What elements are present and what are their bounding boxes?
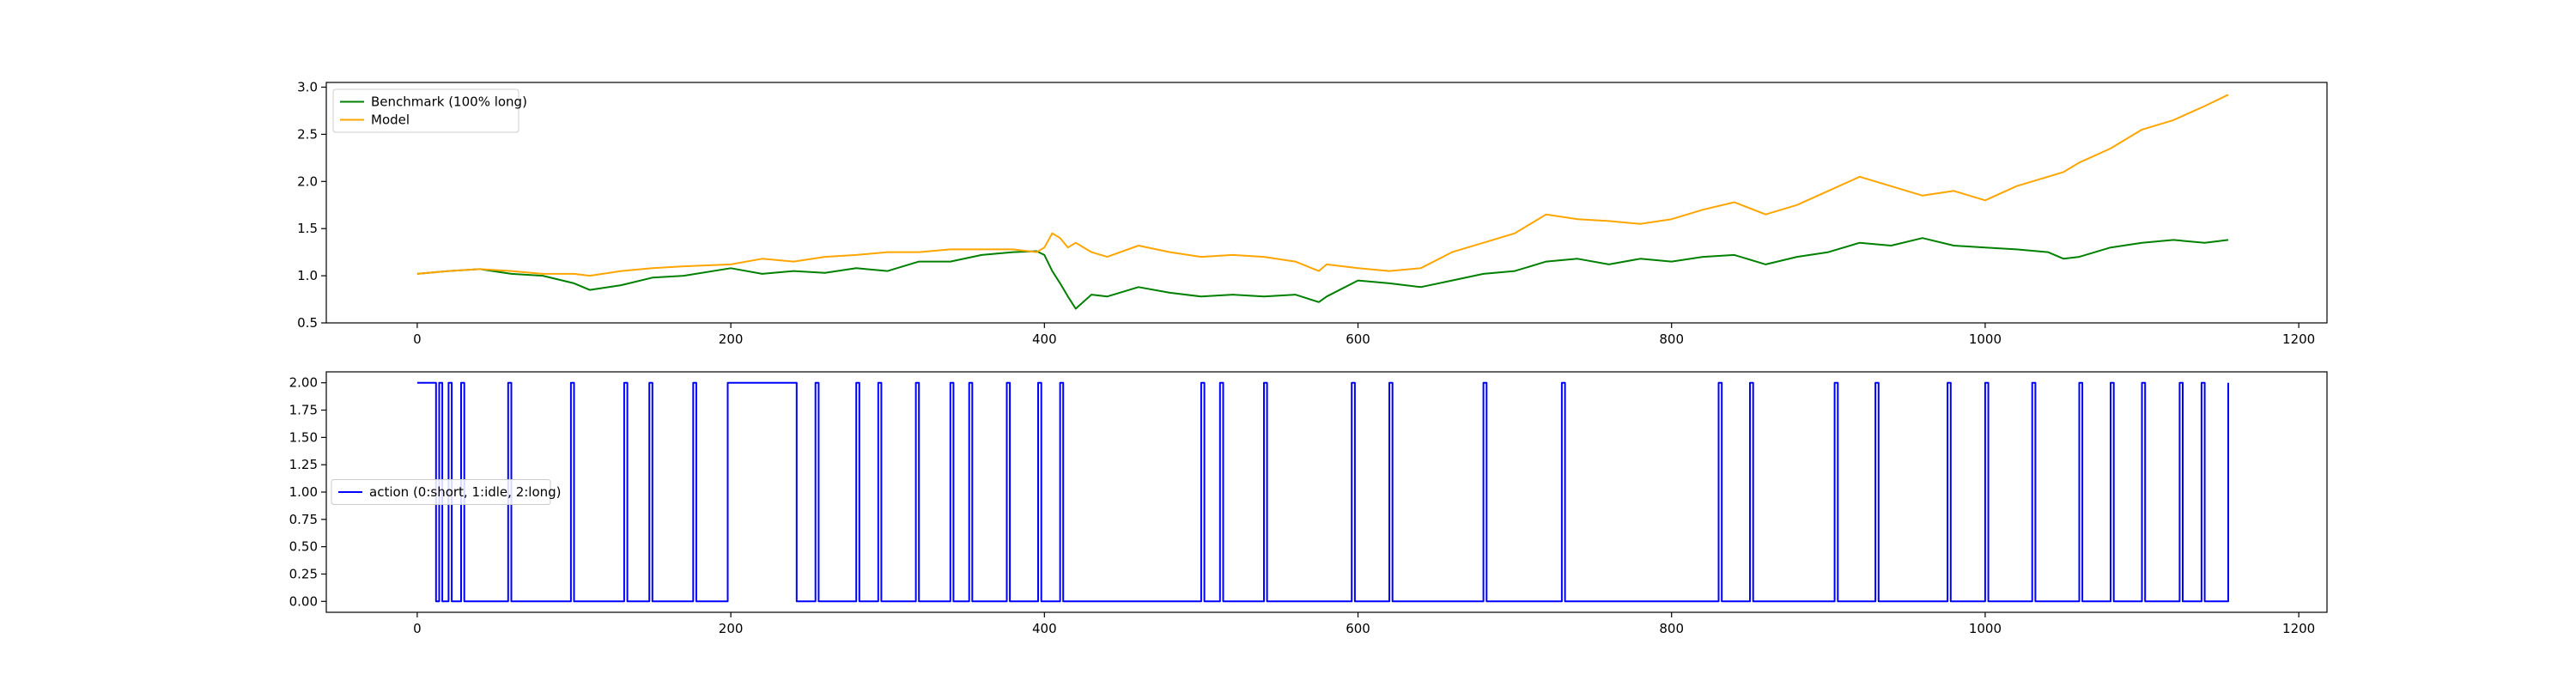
x-tick-label: 800 [1659,331,1684,347]
legend: Benchmark (100% long) Model [332,88,527,133]
x-tick-label: 0 [413,331,422,347]
y-tick-label: 0.50 [289,539,318,555]
plot-area-frame [325,82,2328,324]
y-tick-label: 2.0 [297,173,318,189]
x-tick-label: 0 [413,621,422,636]
legend: action (0:short, 1:idle, 2:long) [331,479,562,505]
legend-entry-label: Model [371,112,410,128]
bottom-chart-panel: 0 200 400 600 800 1000 1200 0.00 0.25 0.50 0.75 1.0… [289,371,2328,636]
x-tick-label: 200 [719,331,744,347]
x-tick-label: 400 [1032,621,1057,636]
y-tick-label: 1.0 [297,268,318,283]
x-tick-label: 600 [1346,331,1370,347]
legend-entry-label: Benchmark (100% long) [371,94,527,110]
x-tick-label: 1000 [1969,331,2002,347]
x-tick-label: 800 [1659,621,1684,636]
y-tick-label: 1.00 [289,484,318,500]
y-tick-label: 0.00 [289,593,318,609]
x-tick-label: 600 [1346,621,1370,636]
y-tick-label: 2.5 [297,126,318,142]
y-tick-label: 1.75 [289,403,318,418]
top-chart-panel: 0 200 400 600 800 1000 1200 0.5 1.0 1.5 2.0 2.5 3.0 B… [297,79,2328,347]
y-tick-label: 0.5 [297,315,318,331]
x-tick-label: 1000 [1969,621,2002,636]
x-tick-label: 200 [719,621,744,636]
legend-entry-label: action (0:short, 1:idle, 2:long) [369,484,562,500]
series-line-second [416,94,2229,277]
series-line-first [416,237,2229,310]
x-tick-label: 400 [1032,331,1057,347]
series-line-first [416,381,2229,603]
x-tick-label: 1200 [2282,331,2315,347]
y-tick-label: 0.25 [289,566,318,581]
plot-area-frame [325,371,2328,613]
legend-box [332,88,519,133]
y-tick-label: 0.75 [289,512,318,527]
y-tick-label: 1.50 [289,429,318,445]
legend-box [331,479,551,505]
y-tick-label: 1.5 [297,221,318,236]
x-tick-label: 1200 [2282,621,2315,636]
y-tick-label: 3.0 [297,79,318,94]
y-tick-label: 1.25 [289,457,318,472]
y-tick-label: 2.00 [289,375,318,391]
